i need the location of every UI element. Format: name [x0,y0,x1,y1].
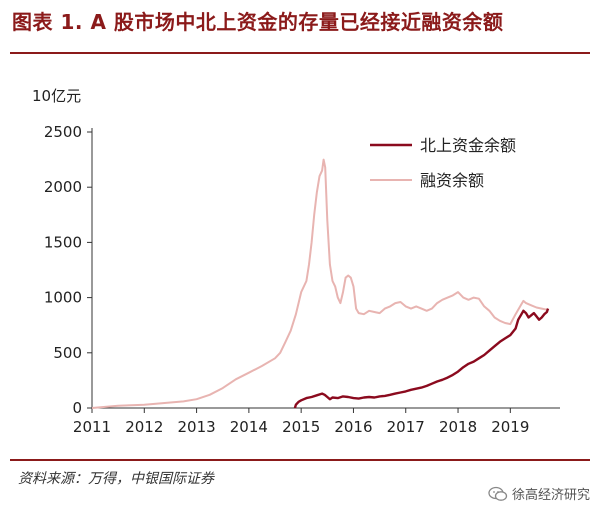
legend-label: 北上资金余额 [420,136,516,155]
x-tick-label: 2017 [387,418,425,436]
series-line-margin-balance [91,158,549,409]
x-tick-label: 2012 [125,418,163,436]
y-tick-label: 1500 [44,233,82,251]
source-divider [10,459,590,461]
x-tick-label: 2014 [230,418,268,436]
y-tick-label: 2500 [44,123,82,141]
wechat-icon [488,486,508,501]
y-tick-label: 1000 [44,289,82,307]
y-tick-label: 0 [72,399,82,417]
watermark-text: 徐高经济研究 [511,488,590,503]
source-note: 资料来源：万得，中银国际证券 [18,471,214,487]
x-tick-label: 2015 [282,418,320,436]
x-tick-label: 2018 [439,418,477,436]
x-tick-label: 2013 [177,418,215,436]
x-tick-label: 2019 [491,418,529,436]
watermark: 徐高经济研究 [488,484,590,503]
chart-canvas: 0 500 1000 1500 2000 2500 2011 2012 2013 2014 2015… [44,123,560,436]
series-line-north-bound [293,308,550,409]
y-axis-unit-label: 10亿元 [32,87,82,105]
y-tick-label: 500 [53,344,82,362]
x-tick-label: 2011 [73,418,111,436]
title-divider [10,52,590,54]
legend-label: 融资余额 [420,171,484,190]
y-tick-label: 2000 [44,178,82,196]
x-tick-label: 2016 [334,418,372,436]
chart-title: 图表 1. A 股市场中北上资金的存量已经接近融资余额 [12,10,504,34]
